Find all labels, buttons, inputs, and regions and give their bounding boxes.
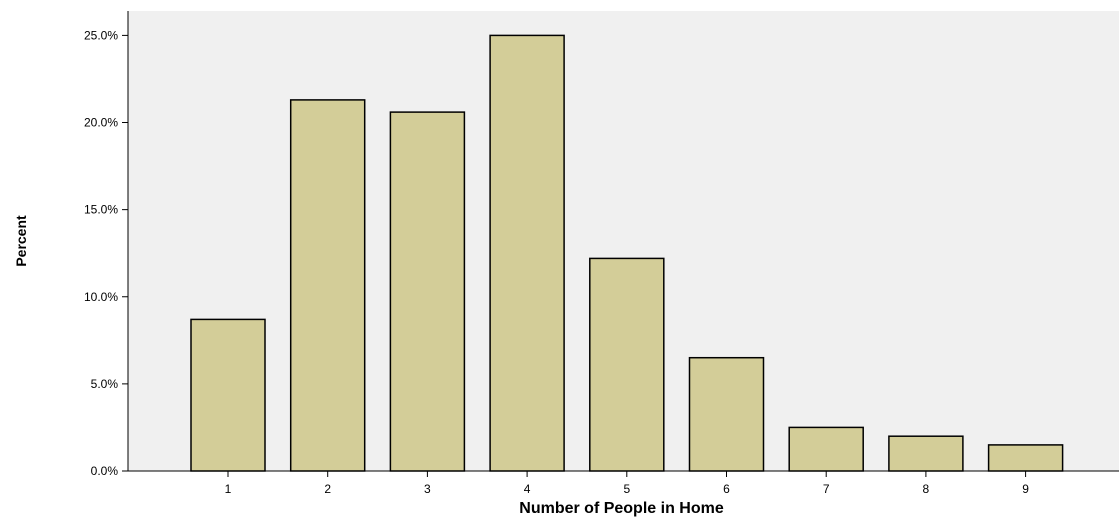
x-tick-label: 7 <box>823 482 830 496</box>
bar-1 <box>190 318 266 472</box>
y-tick-label: 25.0% <box>84 28 118 42</box>
x-tick-label: 8 <box>923 482 930 496</box>
y-tick-label: 10.0% <box>84 290 118 304</box>
x-tick-label: 1 <box>225 482 232 496</box>
x-axis-ticks: 1 2 3 4 5 6 7 8 9 <box>225 471 1029 496</box>
bar-9 <box>987 444 1064 472</box>
x-tick-label: 3 <box>424 482 431 496</box>
bar-5 <box>589 257 665 472</box>
y-axis-ticks: 0.0% 5.0% 10.0% 15.0% 20.0% 25.0% <box>84 28 128 478</box>
y-tick-label: 15.0% <box>84 203 118 217</box>
y-axis-title: Percent <box>13 215 29 267</box>
x-tick-label: 4 <box>524 482 531 496</box>
y-tick-label: 5.0% <box>91 377 119 391</box>
x-tick-label: 5 <box>623 482 630 496</box>
x-tick-label: 2 <box>324 482 331 496</box>
bar-3 <box>389 111 466 472</box>
x-axis-title: Number of People in Home <box>519 500 724 517</box>
x-tick-label: 9 <box>1022 482 1029 496</box>
bars <box>190 34 1064 472</box>
bar-7 <box>788 426 864 472</box>
y-tick-label: 0.0% <box>91 464 119 478</box>
bar-4 <box>489 34 565 472</box>
bar-8 <box>888 435 964 472</box>
x-tick-label: 6 <box>723 482 730 496</box>
bar-6 <box>688 356 765 472</box>
y-tick-label: 20.0% <box>84 116 118 130</box>
bar-2 <box>289 99 366 472</box>
